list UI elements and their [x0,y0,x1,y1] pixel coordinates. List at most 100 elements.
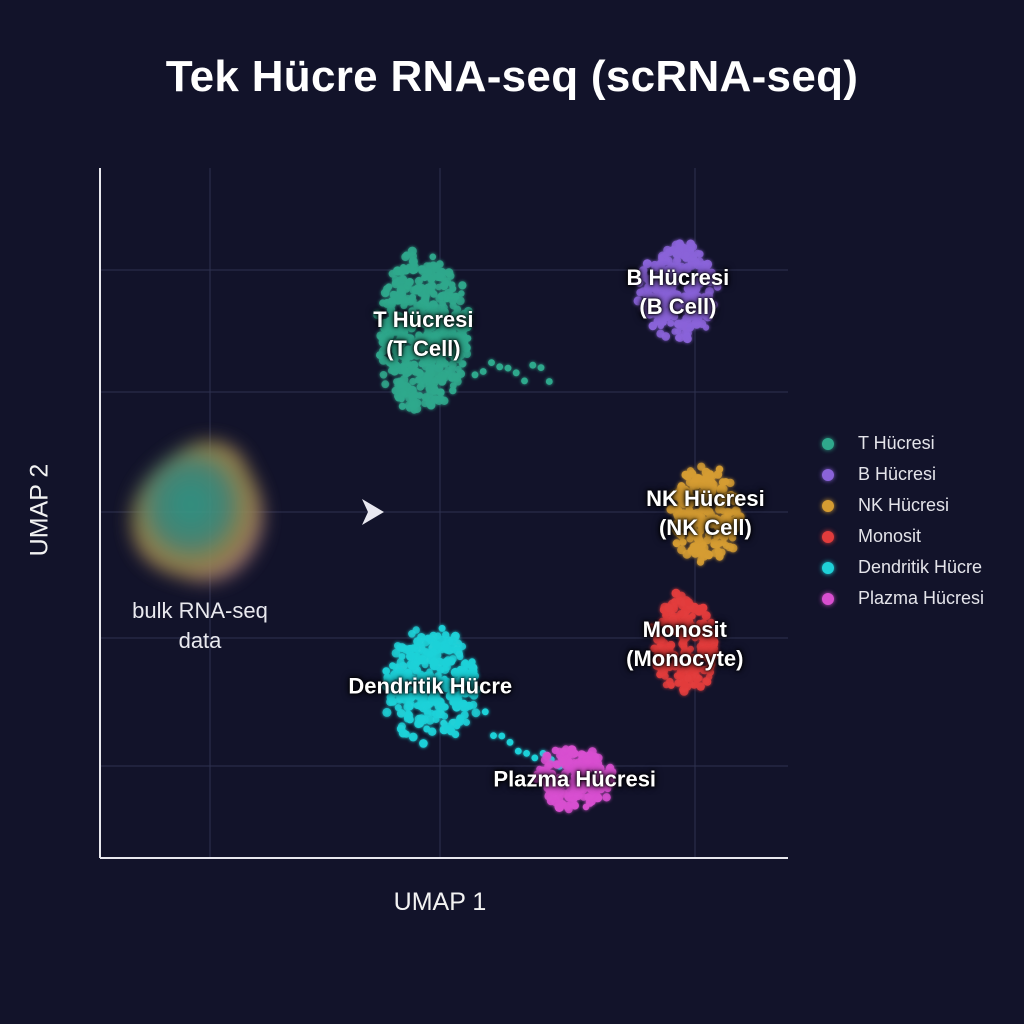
cell-point [426,262,433,270]
cell-point [579,785,588,794]
cell-point [504,364,512,372]
cell-point [443,724,451,732]
cell-point [512,369,520,377]
cell-point [672,249,682,259]
cell-point [553,760,561,768]
cell-point [414,376,422,384]
cluster-label-line2: (NK Cell) [658,515,752,540]
cell-point [402,730,410,738]
cell-point [661,649,670,658]
cell-point [692,671,700,680]
cell-point [427,395,435,403]
cell-point [385,358,394,367]
cell-point [646,281,654,289]
cell-point [656,329,665,338]
cell-point [449,285,457,293]
cell-point [373,310,383,320]
cell-point [656,661,663,669]
cell-point [430,332,439,341]
cell-point [677,621,687,631]
cell-point [680,680,689,689]
cell-point [436,337,444,345]
cell-point [436,388,445,397]
cell-point [458,290,465,297]
cell-point [699,543,709,553]
bulk-blob [131,440,264,582]
cell-point [419,308,426,316]
cell-point [687,246,695,254]
cell-point [442,703,449,711]
cell-point [679,522,688,531]
series-1-points [633,239,722,344]
cell-point [398,340,406,348]
cell-point [702,496,712,506]
cell-point [588,798,596,806]
cell-point [670,294,679,303]
cluster-label-0: T Hücresi (T Cell) [373,305,473,363]
cell-point [496,363,504,371]
cell-point [456,296,465,306]
cell-point [455,717,464,726]
cell-point [666,505,675,514]
legend-item-2: NK Hücresi [822,490,984,521]
cell-point [655,651,664,659]
cell-point [506,738,514,746]
cell-point [422,675,431,684]
cell-point [700,293,708,301]
cell-point [685,488,693,496]
cell-point [411,341,420,350]
cluster-label-3: Monosit (Monocyte) [626,615,743,673]
cell-point [382,667,391,675]
cell-point [684,674,692,683]
cell-point [695,497,703,505]
y-axis-label: UMAP 2 [25,463,54,557]
cell-point [398,289,407,297]
cell-point [684,284,693,293]
cell-point [598,786,605,794]
legend-item-1: B Hücresi [822,459,984,490]
series-2-points [666,462,745,566]
series-0-points [373,246,553,414]
cell-point [389,684,398,694]
cell-point [412,626,420,634]
cell-point [408,732,418,742]
cell-point [668,626,676,634]
cluster-label-line1: Monosit [642,617,727,643]
cell-point [697,280,704,288]
cell-point [432,265,440,273]
cell-point [453,348,463,358]
legend-marker [822,437,834,450]
cell-point [381,380,390,389]
cell-point [662,251,669,259]
cell-point [406,699,415,708]
cell-point [702,677,710,685]
cell-point [571,801,579,810]
cell-point [699,638,707,647]
cell-point [529,361,537,369]
cell-point [724,511,732,519]
cell-point [436,269,446,279]
cluster-label-line2: (B Cell) [639,294,717,320]
cell-point [709,630,718,639]
cell-point [603,769,611,778]
cell-point [455,650,464,658]
cell-point [683,661,690,669]
cell-point [450,692,460,701]
legend-item-3: Monosit [822,521,984,552]
cell-point [704,550,714,560]
cell-point [686,467,695,475]
cell-point [572,771,582,781]
cell-point [680,648,689,658]
cluster-label-1: B Hücresi (B Cell) [627,263,730,321]
cell-point [454,644,461,651]
cell-point [661,672,669,680]
cell-point [405,278,414,286]
cell-point [697,319,707,328]
cell-point [696,558,705,566]
cell-point [514,747,522,755]
bulk-label-line2: data [178,628,222,653]
cell-point [671,520,681,530]
cell-point [416,383,425,391]
cell-point [426,650,434,658]
cell-point [679,686,689,696]
